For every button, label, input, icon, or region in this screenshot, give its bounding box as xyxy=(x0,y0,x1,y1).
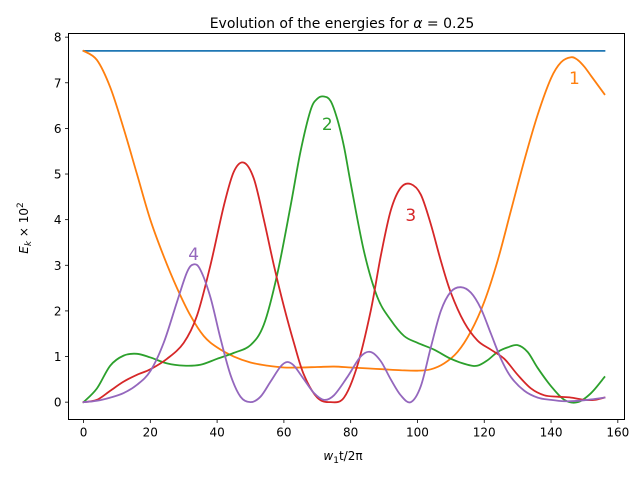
x-tick-label: 100 xyxy=(406,426,429,440)
series-line-2 xyxy=(82,95,606,404)
chart-title: Evolution of the energies for α = 0.25 xyxy=(210,16,475,32)
x-tick-label: 140 xyxy=(540,426,563,440)
curve-label-1: 1 xyxy=(569,69,580,89)
series-line-3 xyxy=(82,161,606,404)
curve-label-2: 2 xyxy=(322,115,333,135)
y-axis-ticks: 0 1 2 3 4 5 6 7 8 xyxy=(54,31,69,410)
x-tick-label: 60 xyxy=(276,426,291,440)
curve-label-layer: 1 2 3 4 xyxy=(188,69,580,265)
plot-frame xyxy=(68,33,625,420)
y-tick-label: 1 xyxy=(54,350,62,364)
x-tick-label: 160 xyxy=(606,426,629,440)
series-line-1 xyxy=(82,49,606,372)
y-tick-label: 5 xyxy=(54,168,62,182)
y-axis-label: Ek × 102 xyxy=(16,202,34,254)
x-tick-label: 120 xyxy=(473,426,496,440)
y-tick-label: 6 xyxy=(54,122,62,136)
x-axis-label: w1t/2π xyxy=(323,449,362,466)
series-layer xyxy=(82,49,606,404)
x-tick-label: 40 xyxy=(209,426,224,440)
curve-label-3: 3 xyxy=(405,206,416,226)
curve-label-4: 4 xyxy=(188,245,199,265)
series-line-4 xyxy=(82,263,606,404)
x-tick-label: 80 xyxy=(343,426,358,440)
y-tick-label: 8 xyxy=(54,31,62,45)
y-tick-label: 7 xyxy=(54,76,62,90)
y-tick-label: 0 xyxy=(54,396,62,410)
y-tick-label: 2 xyxy=(54,304,62,318)
y-tick-label: 4 xyxy=(54,213,62,227)
x-tick-label: 20 xyxy=(143,426,158,440)
y-tick-label: 3 xyxy=(54,259,62,273)
x-tick-label: 0 xyxy=(80,426,88,440)
x-axis-ticks: 0 20 40 60 80 100 120 140 160 xyxy=(80,419,629,440)
